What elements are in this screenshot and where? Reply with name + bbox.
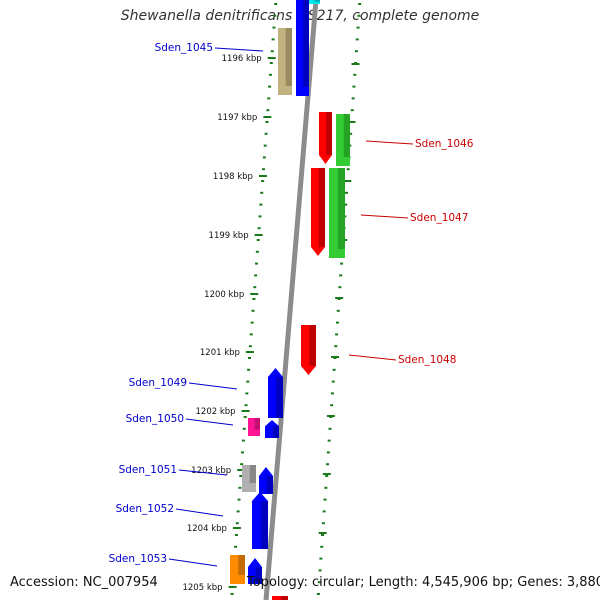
gene-arrow-sden-1051-shade (266, 476, 273, 494)
gene-block-cyan-shade (314, 0, 320, 2)
gene-label-sden-1047: Sden_1047 (410, 212, 468, 224)
gene-label-sden-1045: Sden_1045 (155, 42, 213, 54)
tick-label: 1202 kbp (196, 407, 236, 417)
gene-label-leader (178, 469, 228, 476)
tick-label: 1205 kbp (182, 583, 222, 593)
gene-arrow-sden-1048-shade (309, 325, 316, 366)
gene-label-leader (185, 418, 234, 426)
gene-label-sden-1046: Sden_1046 (415, 138, 474, 150)
tick-label: 1200 kbp (204, 290, 244, 300)
tick-label: 1198 kbp (213, 172, 253, 182)
tick-label: 1199 kbp (209, 231, 249, 241)
genome-backbone (263, 0, 319, 600)
gene-block-pink-shade (254, 418, 260, 430)
gene-block-green-1-shade (343, 114, 350, 157)
gene-label-leader (348, 354, 397, 361)
gene-label-sden-1052: Sden_1052 (116, 503, 174, 515)
gene-label-leader (360, 214, 409, 219)
gene-label-sden-1049: Sden_1049 (129, 377, 187, 389)
gene-arrow-sden-1049-shade (276, 377, 283, 418)
tick-label: 1197 kbp (217, 113, 257, 123)
tick-label: 1201 kbp (200, 348, 240, 358)
gene-block-orange-shade (238, 555, 245, 575)
gene-label-leader (365, 140, 414, 145)
gene-block-green-2-shade (337, 168, 345, 249)
gene-label-leader (168, 558, 218, 567)
topology-text: Topology: circular; Length: 4,545,906 bp… (247, 575, 600, 590)
tick-label: 1196 kbp (222, 54, 262, 64)
accession-text: Accession: NC_007954 (10, 575, 158, 590)
gene-arrow-sden-1047-shade (318, 168, 325, 247)
gene-label-sden-1053: Sden_1053 (109, 553, 167, 565)
gene-arrow-sden-1052-shade (260, 501, 268, 549)
gene-arrow-sden-1053-shade (255, 567, 262, 584)
gene-arrow-sden-1045-shade (303, 0, 309, 87)
gene-label-leader (175, 508, 224, 517)
tick-label: 1203 kbp (191, 466, 231, 476)
gene-label-sden-1051: Sden_1051 (119, 464, 177, 476)
gene-label-sden-1050: Sden_1050 (126, 413, 184, 425)
gene-arrow-sden-1046-shade (326, 112, 332, 155)
gene-block-red-bottom-shade (280, 596, 288, 600)
tick-label: 1204 kbp (187, 524, 227, 534)
gene-label-leader (214, 47, 264, 52)
gene-label-leader (188, 382, 238, 390)
gene-label-sden-1048: Sden_1048 (398, 354, 456, 366)
gene-arrow-sden-1050-shade (272, 426, 279, 438)
gene-block-khaki-shade (285, 28, 292, 86)
gene-block-grey-shade (249, 465, 256, 483)
